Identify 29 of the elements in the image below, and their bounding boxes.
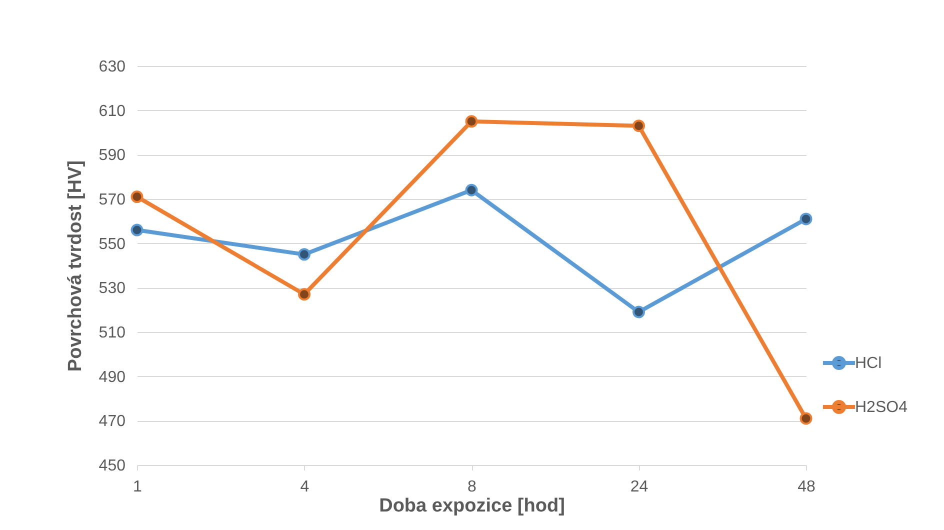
y-tick-label: 470 (98, 413, 126, 430)
y-tick-label: 610 (98, 102, 126, 120)
x-axis-title: Doba expozice [hod] (379, 496, 565, 516)
y-tick-label: 630 (98, 58, 126, 76)
x-tick-label: 24 (630, 478, 648, 496)
y-tick-label: 510 (98, 324, 126, 342)
y-tick-label: 530 (98, 280, 126, 298)
y-tick-label: 450 (98, 458, 126, 474)
point (130, 190, 144, 204)
y-tick-label: 550 (98, 236, 126, 253)
point (632, 120, 645, 132)
point (298, 248, 310, 261)
point (800, 212, 812, 226)
point (465, 115, 478, 128)
point (130, 224, 144, 236)
y-axis-title: Povrchová tvrdost [HV] (64, 160, 86, 372)
x-tick-label: 1 (133, 478, 142, 496)
point (632, 306, 645, 318)
point (298, 288, 310, 301)
x-tick-label: 4 (300, 478, 310, 496)
x-tick-label: 8 (468, 478, 477, 496)
point (465, 184, 478, 196)
legend-label: HCl (855, 355, 882, 372)
x-tick-label: 48 (798, 478, 816, 496)
y-tick-label: 590 (98, 147, 126, 164)
point (800, 412, 812, 425)
y-tick-label: 570 (98, 192, 126, 208)
y-tick-label: 490 (98, 368, 126, 386)
legend-label: H2SO4 (855, 399, 908, 416)
